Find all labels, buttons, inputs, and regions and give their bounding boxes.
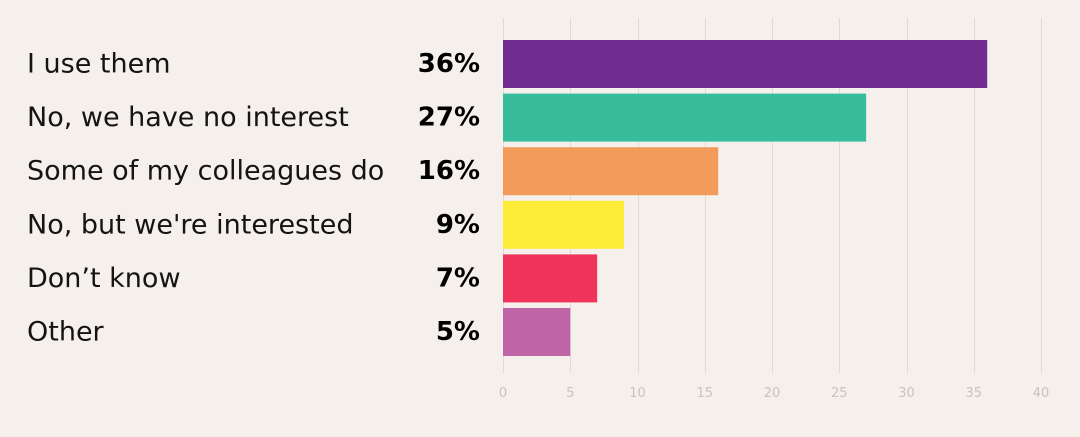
- value-labels: 36% 27% 16% 9% 7% 5%: [418, 49, 480, 347]
- value-label-4: 7%: [436, 263, 480, 293]
- category-label-2: Some of my colleagues do: [27, 156, 384, 187]
- bar-1: [503, 93, 867, 142]
- x-tick-label-35: 35: [965, 386, 982, 401]
- category-label-5: Other: [27, 317, 105, 348]
- x-tick-label-5: 5: [566, 386, 574, 401]
- value-label-2: 16%: [418, 156, 480, 186]
- bar-4: [503, 254, 598, 303]
- category-label-1: No, we have no interest: [27, 102, 349, 133]
- bar-5: [503, 308, 571, 356]
- value-label-0: 36%: [418, 49, 480, 79]
- category-label-4: Don’t know: [27, 263, 181, 294]
- category-label-0: I use them: [27, 49, 171, 80]
- value-label-3: 9%: [436, 210, 480, 240]
- bar-3: [503, 200, 625, 249]
- x-tick-label-15: 15: [696, 386, 713, 401]
- bar-0: [503, 40, 988, 88]
- x-tick-label-10: 10: [629, 386, 646, 401]
- value-label-1: 27%: [418, 103, 480, 133]
- category-label-3: No, but we're interested: [27, 209, 353, 240]
- bar-2: [503, 147, 719, 196]
- category-labels: I use them No, we have no interest Some of…: [27, 49, 384, 348]
- x-tick-label-25: 25: [831, 386, 848, 401]
- x-tick-label-20: 20: [764, 386, 781, 401]
- x-tick-label-30: 30: [898, 386, 915, 401]
- bars: [503, 40, 988, 356]
- x-tick-label-0: 0: [499, 386, 507, 401]
- x-axis-tick-labels: 0 5 10 15 20 25 30 35 40: [499, 386, 1049, 401]
- value-label-5: 5%: [436, 317, 480, 347]
- x-tick-label-40: 40: [1033, 386, 1050, 401]
